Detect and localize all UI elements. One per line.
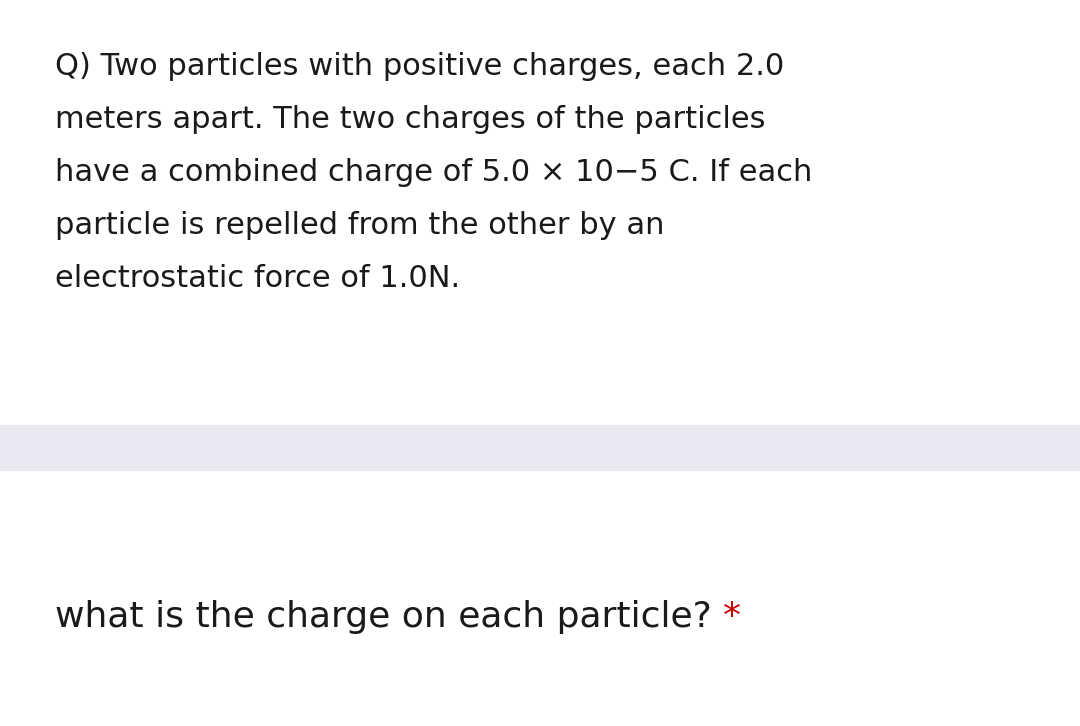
Text: electrostatic force of 1.0N.: electrostatic force of 1.0N. [55,264,460,293]
Bar [0,425,1080,470]
Text: particle is repelled from the other by an: particle is repelled from the other by a… [55,211,664,240]
Text: what is the charge on each particle?: what is the charge on each particle? [55,600,724,634]
Text: Q) Two particles with positive charges, each 2.0: Q) Two particles with positive charges, … [55,52,784,81]
Text: have a combined charge of 5.0 × 10−5 C. If each: have a combined charge of 5.0 × 10−5 C. … [55,158,812,187]
Text: meters apart. The two charges of the particles: meters apart. The two charges of the par… [55,105,766,134]
Text: *: * [724,600,741,634]
